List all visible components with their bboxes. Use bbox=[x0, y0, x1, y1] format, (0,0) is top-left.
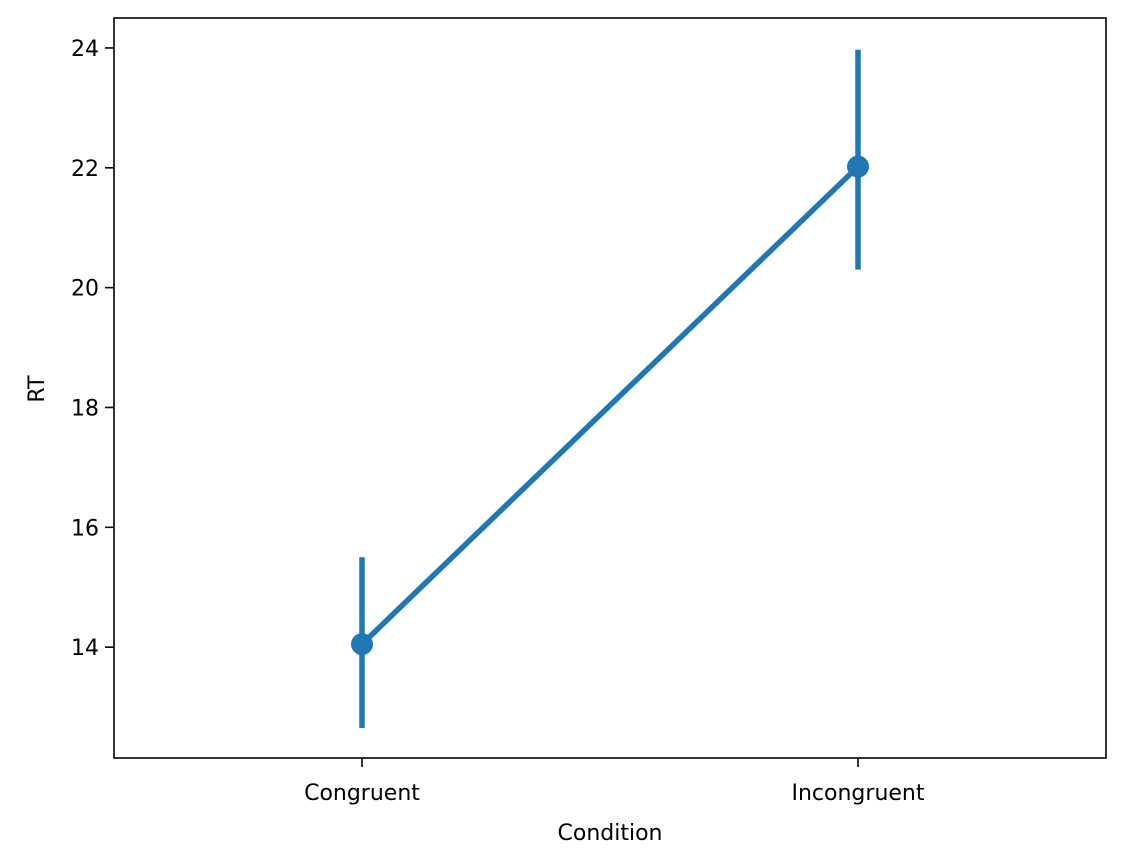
y-tick-label-18: 18 bbox=[71, 396, 99, 421]
series-line bbox=[358, 162, 862, 649]
y-tick-label-14: 14 bbox=[71, 636, 99, 661]
y-tick-label-16: 16 bbox=[71, 516, 99, 541]
y-axis-label: RT bbox=[25, 375, 50, 403]
y-tick-label-24: 24 bbox=[71, 37, 99, 62]
data-point-congruent bbox=[351, 633, 373, 656]
x-tick-label-congruent: Congruent bbox=[304, 781, 420, 806]
axes: Congruent Incongruent 14 16 18 20 22 24 bbox=[71, 17, 1107, 806]
data-point-incongruent bbox=[847, 155, 869, 178]
x-axis-label: Condition bbox=[558, 821, 663, 846]
plot-area bbox=[351, 49, 869, 729]
y-tick-label-20: 20 bbox=[71, 277, 99, 302]
axes-frame bbox=[113, 17, 1107, 759]
x-tick-label-incongruent: Incongruent bbox=[792, 781, 925, 806]
y-tick-label-22: 22 bbox=[71, 157, 99, 182]
